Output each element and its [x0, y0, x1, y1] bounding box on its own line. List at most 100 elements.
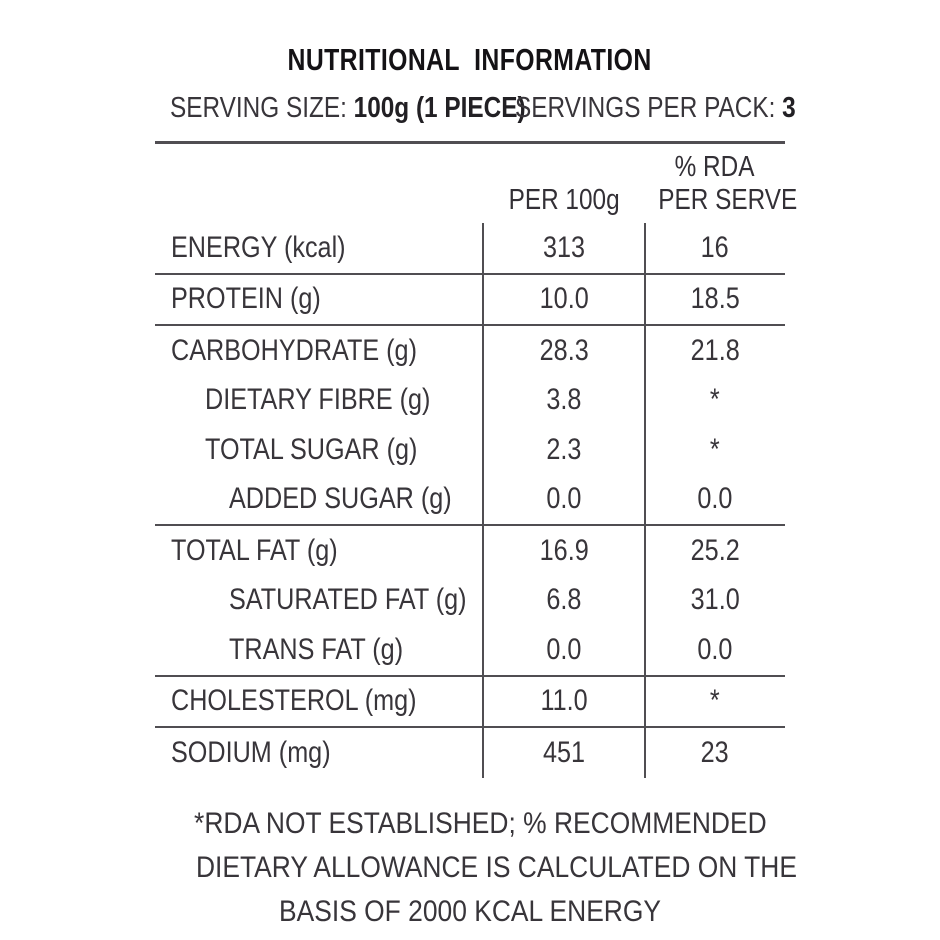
table-cell: 0.0 — [483, 482, 645, 516]
table-cell: SATURATED FAT (g) — [155, 583, 483, 617]
row-value-rda: 16 — [700, 230, 730, 264]
row-value-rda: 0.0 — [697, 632, 733, 666]
table-cell: SODIUM (mg) — [155, 736, 483, 770]
column-header-rda-line2: PER SERVE — [658, 184, 798, 216]
servings-per-pack-value: 3 — [782, 92, 796, 124]
footnote-line-text: *RDA NOT ESTABLISHED; % RECOMMENDED — [194, 806, 767, 840]
row-label: TRANS FAT (g) — [229, 632, 404, 666]
row-value-per-100g: 0.0 — [546, 632, 582, 666]
table-cell: 313 — [483, 231, 645, 265]
serving-info-line: SERVING SIZE: 100g (1 PIECE) SERVINGS PE… — [155, 92, 796, 132]
table-cell: 6.8 — [483, 583, 645, 617]
table-cell: 10.0 — [483, 282, 645, 316]
table-cell: 0.0 — [645, 633, 785, 667]
column-header-per-100g: PER 100g — [483, 184, 645, 223]
row-value-per-100g: 3.8 — [546, 383, 582, 417]
table-cell: * — [645, 383, 785, 417]
row-value-per-100g: 16.9 — [539, 533, 589, 567]
table-cell: ADDED SUGAR (g) — [155, 482, 483, 516]
row-label: ENERGY (kcal) — [171, 230, 346, 264]
row-value-rda: 31.0 — [690, 583, 740, 617]
header-divider-rule — [155, 141, 785, 144]
table-cell: TOTAL FAT (g) — [155, 534, 483, 568]
table-cell: 18.5 — [645, 282, 785, 316]
table-cell: TRANS FAT (g) — [155, 633, 483, 667]
row-label: ADDED SUGAR (g) — [229, 482, 452, 516]
label-sheet: NUTRITIONAL INFORMATION SERVING SIZE: 10… — [155, 0, 797, 934]
servings-per-pack-label: SERVINGS PER PACK: — [515, 92, 783, 124]
column-header-per-100g-text: PER 100g — [508, 184, 620, 216]
row-value-per-100g: 0.0 — [546, 482, 582, 516]
row-value-rda: * — [710, 383, 720, 417]
row-value-per-100g: 11.0 — [540, 684, 588, 718]
table-cell: 11.0 — [483, 684, 645, 718]
row-value-per-100g: 28.3 — [539, 333, 589, 367]
rda-footnote: *RDA NOT ESTABLISHED; % RECOMMENDED DIET… — [155, 802, 797, 934]
table-cell: CHOLESTEROL (mg) — [155, 684, 483, 718]
table-cell: 31.0 — [645, 583, 785, 617]
row-label: SATURATED FAT (g) — [229, 583, 467, 617]
row-value-per-100g: 451 — [542, 735, 586, 769]
label-title: NUTRITIONAL INFORMATION — [155, 42, 785, 78]
column-divider — [482, 223, 484, 778]
row-value-rda: 18.5 — [690, 282, 740, 316]
serving-size-value: 100g (1 PIECE) — [353, 92, 526, 124]
table-cell: CARBOHYDRATE (g) — [155, 334, 483, 368]
table-column-headers: PER 100g % RDA PER SERVE — [155, 144, 797, 223]
footnote-line-text: DIETARY ALLOWANCE IS CALCULATED ON THE — [195, 850, 797, 884]
table-cell: 21.8 — [645, 334, 785, 368]
row-value-per-100g: 6.8 — [546, 583, 582, 617]
column-header-rda-line1: % RDA — [675, 151, 755, 183]
row-value-per-100g: 2.3 — [546, 432, 582, 466]
table-cell: 0.0 — [483, 633, 645, 667]
row-value-rda: 0.0 — [697, 482, 733, 516]
table-row-cholesterol: CHOLESTEROL (mg) 11.0 * — [155, 674, 785, 727]
row-label: TOTAL FAT (g) — [171, 533, 338, 567]
table-cell: TOTAL SUGAR (g) — [155, 433, 483, 467]
footnote-line: *RDA NOT ESTABLISHED; % RECOMMENDED — [155, 802, 785, 846]
table-cell: ENERGY (kcal) — [155, 231, 483, 265]
table-row-energy: ENERGY (kcal) 313 16 — [155, 223, 785, 273]
label-title-text: NUTRITIONAL INFORMATION — [287, 42, 653, 77]
row-label: DIETARY FIBRE (g) — [205, 383, 431, 417]
nutrition-table-body: ENERGY (kcal) 313 16 PROTEIN (g) 10.0 18… — [155, 223, 785, 778]
column-header-rda-per-serve: % RDA PER SERVE — [645, 151, 797, 223]
row-value-per-100g: 10.0 — [539, 282, 589, 316]
table-cell: 28.3 — [483, 334, 645, 368]
footnote-line: BASIS OF 2000 KCAL ENERGY — [155, 890, 785, 934]
row-value-rda: 23 — [700, 735, 730, 769]
serving-size-label: SERVING SIZE: — [170, 92, 354, 124]
serving-size: SERVING SIZE: 100g (1 PIECE) — [170, 92, 593, 125]
row-value-per-100g: 313 — [542, 230, 586, 264]
row-label: SODIUM (mg) — [171, 735, 331, 769]
row-label: TOTAL SUGAR (g) — [205, 432, 418, 466]
table-row-protein: PROTEIN (g) 10.0 18.5 — [155, 272, 785, 325]
table-cell: DIETARY FIBRE (g) — [155, 383, 483, 417]
row-value-rda: 25.2 — [690, 533, 740, 567]
row-value-rda: * — [710, 684, 720, 718]
table-row-carbohydrate: CARBOHYDRATE (g) 28.3 21.8 — [155, 324, 785, 376]
row-label: CHOLESTEROL (mg) — [171, 684, 417, 718]
table-cell: 3.8 — [483, 383, 645, 417]
row-label: CARBOHYDRATE (g) — [171, 333, 417, 367]
row-value-rda: * — [710, 432, 720, 466]
table-row-added-sugar: ADDED SUGAR (g) 0.0 0.0 — [155, 475, 785, 525]
table-cell: 16 — [645, 231, 785, 265]
table-cell: 0.0 — [645, 482, 785, 516]
footnote-line: DIETARY ALLOWANCE IS CALCULATED ON THE — [155, 846, 797, 890]
table-cell: 16.9 — [483, 534, 645, 568]
footnote-line-text: BASIS OF 2000 KCAL ENERGY — [279, 894, 661, 928]
row-value-rda: 21.8 — [690, 333, 740, 367]
table-row-total-sugar: TOTAL SUGAR (g) 2.3 * — [155, 425, 785, 475]
table-cell: 2.3 — [483, 433, 645, 467]
table-row-trans-fat: TRANS FAT (g) 0.0 0.0 — [155, 625, 785, 675]
table-cell: * — [645, 433, 785, 467]
table-cell: PROTEIN (g) — [155, 282, 483, 316]
table-cell: 25.2 — [645, 534, 785, 568]
table-cell: 451 — [483, 736, 645, 770]
table-row-dietary-fibre: DIETARY FIBRE (g) 3.8 * — [155, 376, 785, 426]
table-row-saturated-fat: SATURATED FAT (g) 6.8 31.0 — [155, 576, 785, 626]
table-cell: * — [645, 684, 785, 718]
servings-per-pack: SERVINGS PER PACK: 3 — [515, 92, 849, 125]
